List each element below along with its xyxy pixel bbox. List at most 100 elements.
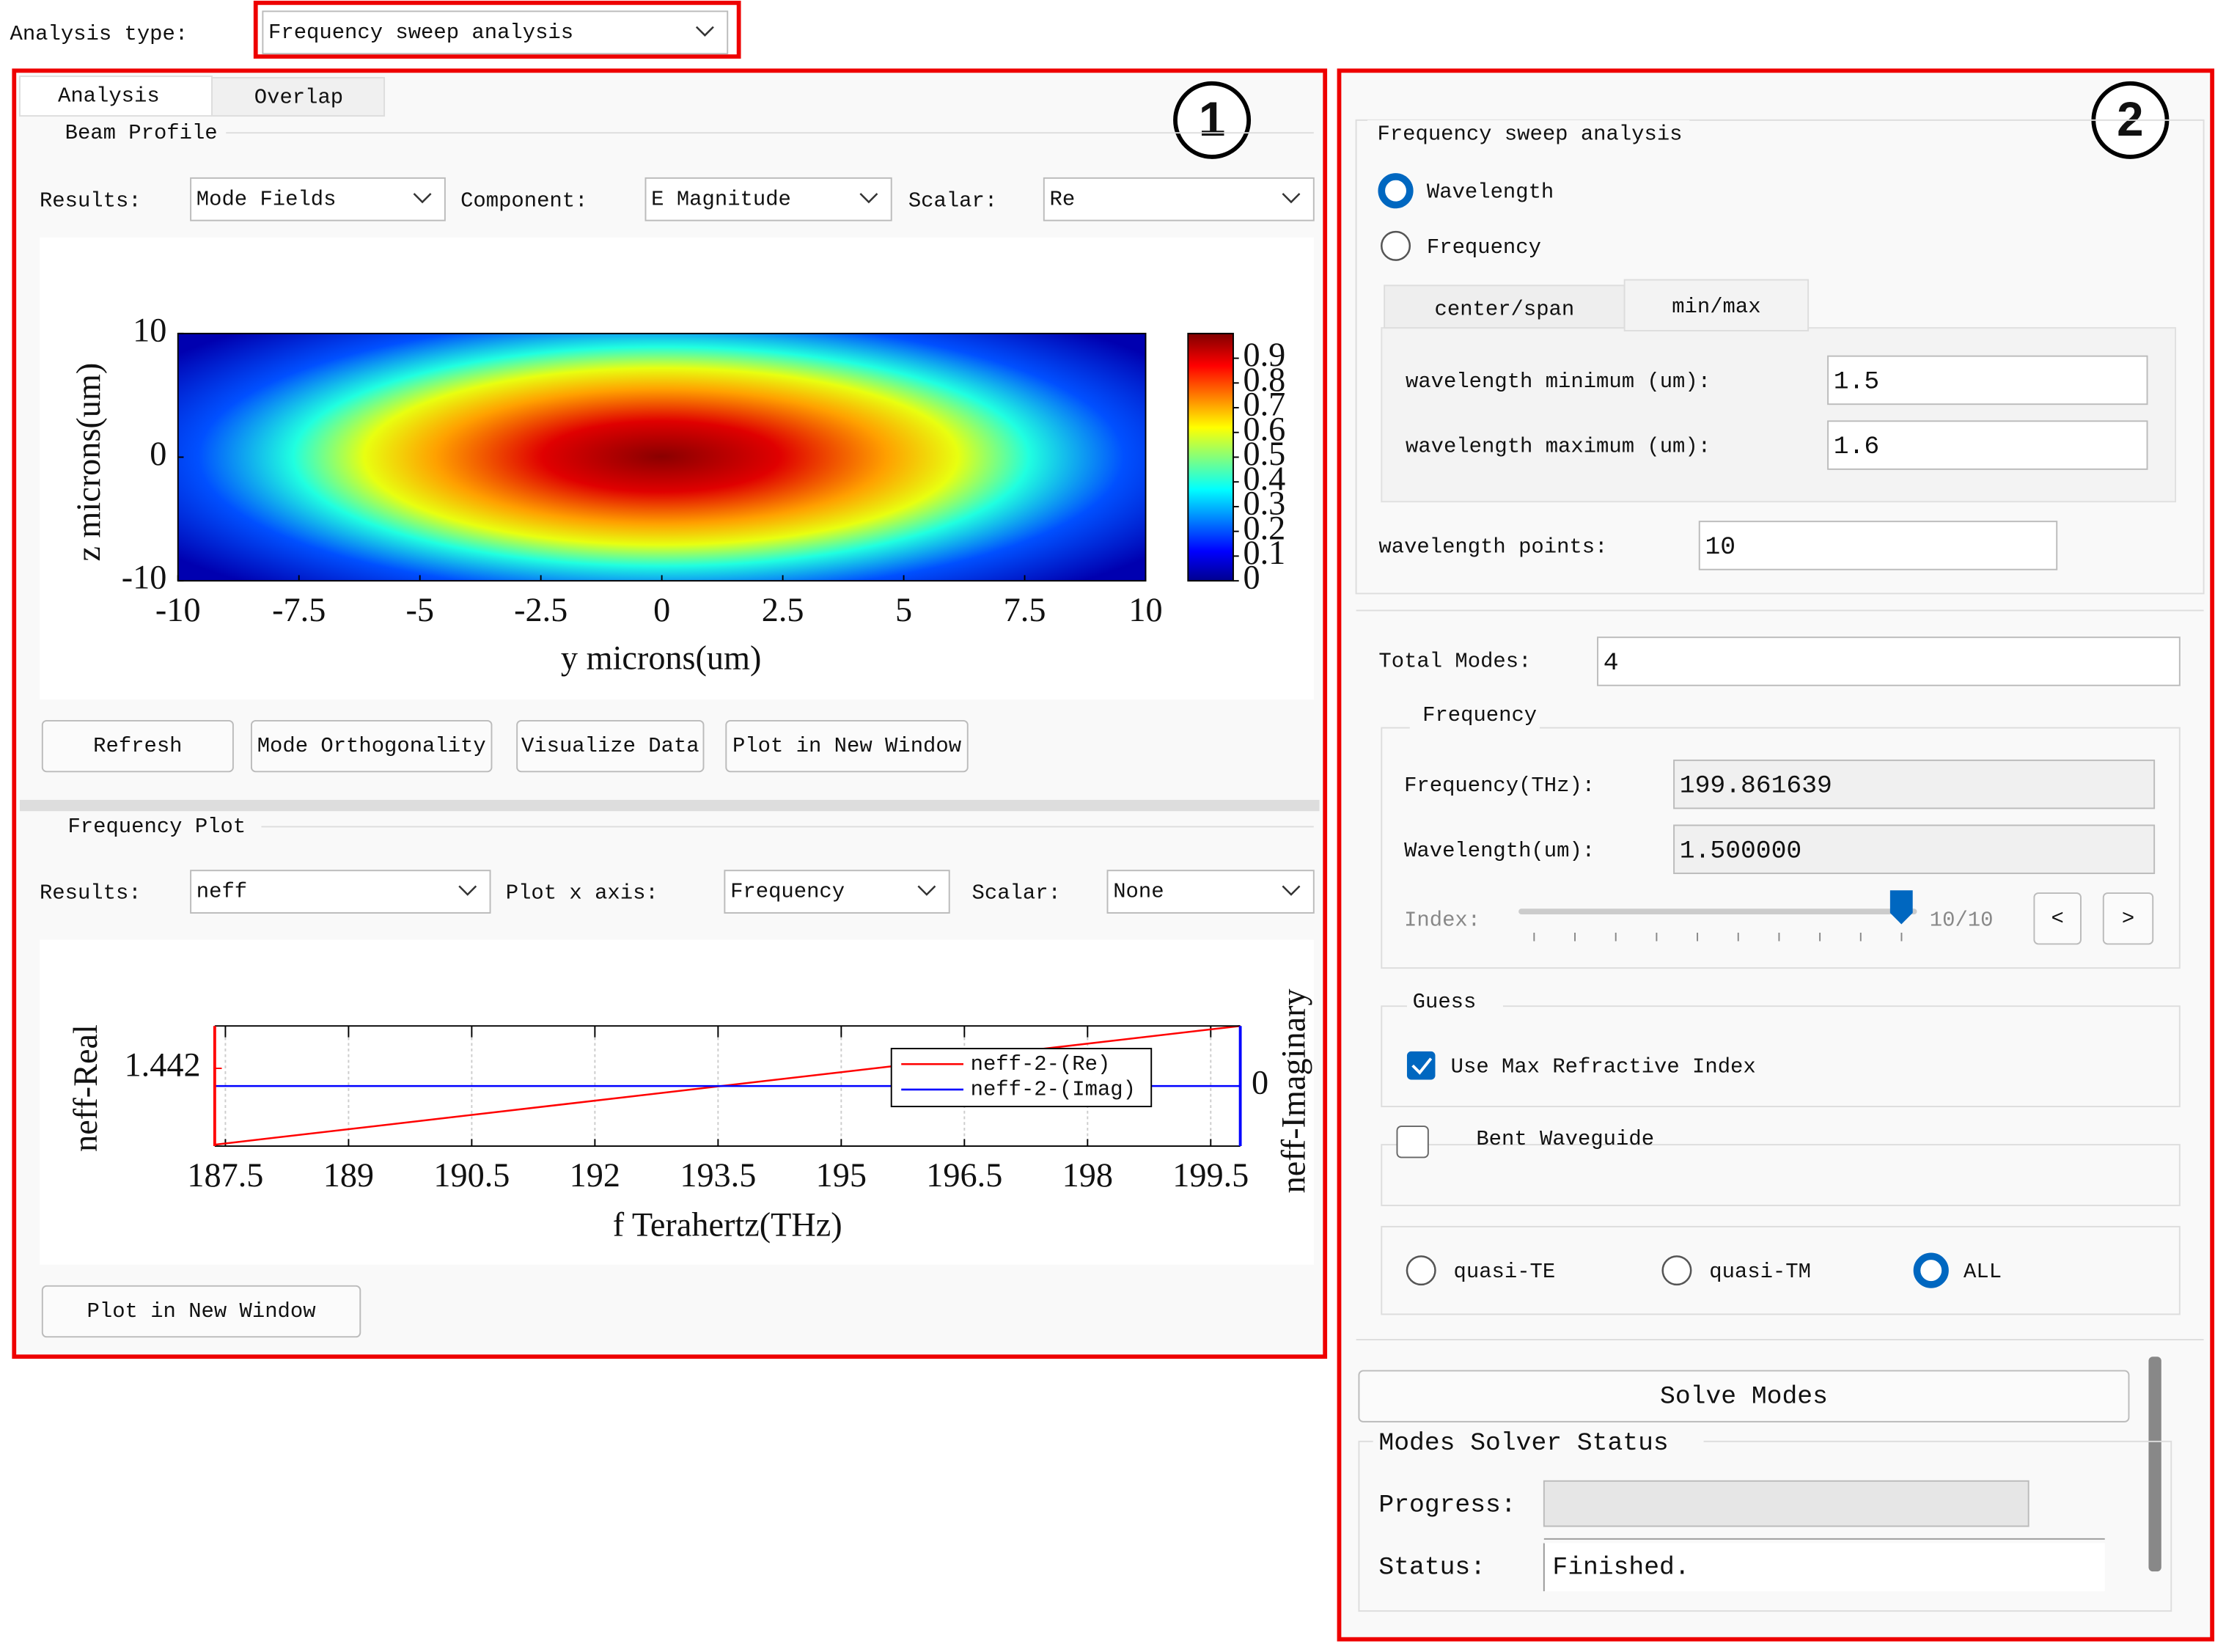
- radio[interactable]: [1381, 230, 1411, 261]
- tab[interactable]: [1384, 284, 1626, 329]
- button[interactable]: [41, 719, 234, 773]
- checkbox[interactable]: [1396, 1126, 1429, 1159]
- button-label: Mode Orthogonality: [257, 734, 486, 758]
- callout-number: 2: [2117, 92, 2143, 146]
- x-tick-label: 7.5: [1004, 592, 1046, 629]
- combo-box[interactable]: [1106, 870, 1315, 914]
- x-tick-label: 198: [1062, 1157, 1113, 1194]
- checkbox-label: Bent Waveguide: [1476, 1127, 1654, 1151]
- chevron: [859, 193, 878, 204]
- input-field[interactable]: [1827, 420, 2148, 470]
- radio[interactable]: [1913, 1252, 1949, 1288]
- button[interactable]: [725, 719, 969, 773]
- combo-box[interactable]: [1043, 177, 1315, 221]
- title-bg: [1409, 713, 1540, 734]
- y2-axis-title: neff-Imaginary: [1275, 988, 1312, 1193]
- tab[interactable]: [1623, 279, 1810, 331]
- radio-label: quasi-TM: [1709, 1260, 1811, 1284]
- combo-box[interactable]: [190, 870, 491, 914]
- highlight-box: [253, 0, 741, 59]
- x-tick-label: -2.5: [514, 592, 567, 629]
- button-label: Visualize Data: [521, 734, 699, 758]
- colorbar-tick-label: 0.5: [1243, 436, 1285, 473]
- radio-label: quasi-TE: [1454, 1260, 1556, 1284]
- colorbar-tick-label: 0.1: [1243, 535, 1285, 572]
- y-tick-label: 10: [133, 312, 166, 349]
- button[interactable]: [1358, 1370, 2130, 1422]
- x-tick-label: 193.5: [680, 1157, 756, 1194]
- group-frame: [1355, 119, 2205, 595]
- combo-value: Mode Fields: [196, 187, 337, 211]
- chevron: [917, 885, 936, 896]
- x-axis-title: f Terahertz(THz): [613, 1206, 842, 1244]
- input-field[interactable]: [1698, 521, 2058, 570]
- checkbox[interactable]: [1406, 1051, 1436, 1080]
- combo-value: Re: [1050, 187, 1076, 211]
- radio-label: Frequency: [1427, 235, 1541, 260]
- group-title: Modes Solver Status: [1378, 1429, 1668, 1458]
- input-value: 199.861639: [1680, 772, 1832, 801]
- combo-box[interactable]: [644, 177, 892, 221]
- chevron: [458, 885, 477, 896]
- tab[interactable]: [19, 76, 213, 117]
- input-value: 10: [1705, 533, 1735, 562]
- tab-label: Analysis: [58, 84, 160, 109]
- y-axis-title: z microns(um): [70, 363, 108, 562]
- button-label: >: [2122, 906, 2134, 930]
- y-axis-title: neff-Real: [67, 1024, 105, 1152]
- combo-value: neff: [196, 880, 247, 904]
- radio-label: Wavelength: [1427, 180, 1554, 205]
- chevron: [695, 26, 714, 37]
- combo-box[interactable]: [262, 10, 729, 55]
- colorbar-tick-label: 0.3: [1243, 485, 1285, 523]
- group-frame: [1381, 1144, 2181, 1206]
- y-tick-label: -10: [122, 559, 167, 597]
- x-tick-label: 0: [653, 592, 670, 629]
- label: Status:: [1378, 1554, 1485, 1582]
- x-tick-label: 196.5: [926, 1157, 1002, 1194]
- tab-label: Overlap: [254, 86, 343, 110]
- label: wavelength maximum (um):: [1406, 435, 1711, 459]
- button-label: Plot in New Window: [87, 1299, 317, 1324]
- title-bg: [1406, 991, 1503, 1012]
- slider-handle[interactable]: [1889, 890, 1913, 925]
- scrollbar: [2148, 1357, 2161, 1572]
- y-tick-label: 0: [150, 436, 166, 473]
- group-frame: [1381, 1225, 2181, 1315]
- input-field[interactable]: [1673, 759, 2156, 810]
- group-frame: [1381, 727, 2181, 969]
- button[interactable]: [250, 719, 493, 773]
- radio[interactable]: [1661, 1255, 1692, 1286]
- button-label: Plot in New Window: [732, 734, 962, 758]
- x-tick-label: -5: [405, 592, 434, 629]
- legend-label: neff-2-(Re): [971, 1052, 1111, 1076]
- combo-box[interactable]: [190, 177, 446, 221]
- button-label: Solve Modes: [1660, 1382, 1828, 1411]
- progress-bar: [1543, 1480, 2030, 1527]
- input-field[interactable]: [1597, 636, 2181, 686]
- radio[interactable]: [1406, 1255, 1436, 1286]
- tab[interactable]: [211, 77, 386, 117]
- colorbar-tick-label: 0.6: [1243, 411, 1285, 448]
- radio[interactable]: [1378, 173, 1414, 209]
- label: Plot x axis:: [506, 881, 658, 906]
- label: Results:: [40, 188, 142, 213]
- button-label: <: [2051, 906, 2064, 930]
- button[interactable]: [516, 719, 705, 773]
- group-frame: [1381, 1005, 2181, 1108]
- label: Index:: [1404, 908, 1480, 932]
- input-field[interactable]: [1673, 824, 2156, 875]
- input-value: 1.500000: [1680, 837, 1801, 865]
- colorbar: [1187, 332, 1234, 582]
- input-field[interactable]: [1827, 355, 2148, 405]
- callout: [1173, 81, 1252, 159]
- button[interactable]: [2033, 892, 2082, 945]
- button[interactable]: [2102, 892, 2154, 945]
- colorbar-tick-label: 0.7: [1243, 386, 1285, 424]
- combo-box[interactable]: [724, 870, 950, 914]
- combo-value: Frequency sweep analysis: [268, 21, 573, 45]
- splitter: [19, 799, 1320, 812]
- button[interactable]: [41, 1285, 361, 1338]
- chevron: [413, 193, 432, 204]
